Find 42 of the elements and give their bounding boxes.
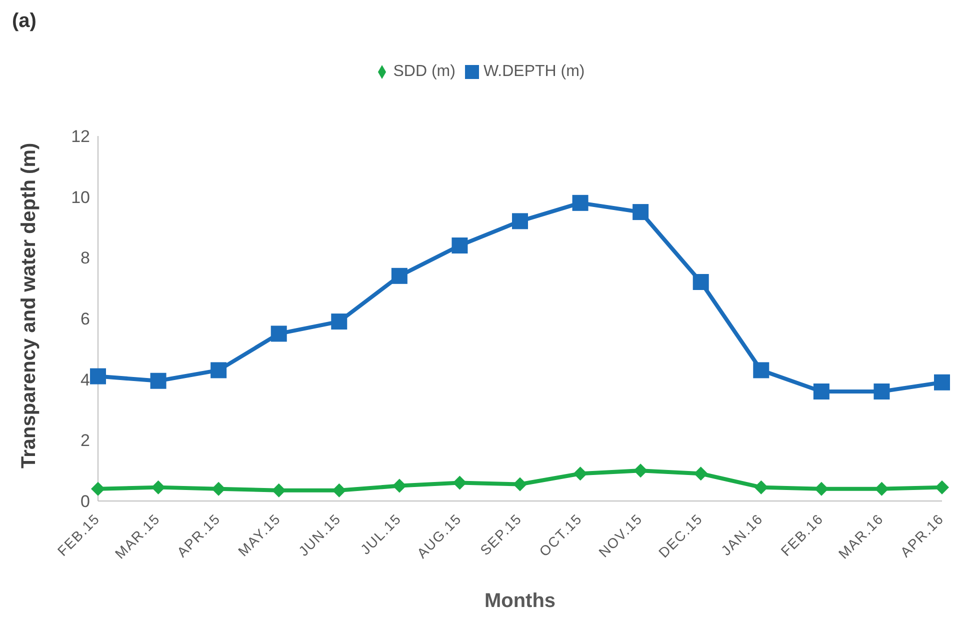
y-tick-label: 12: [71, 127, 90, 146]
y-tick-label: 0: [80, 492, 90, 512]
y-axis-title: Transparency and water depth (m): [18, 142, 40, 468]
point: [391, 268, 408, 284]
point: [572, 194, 588, 211]
point: [151, 480, 166, 494]
point: [512, 213, 528, 230]
point: [814, 482, 828, 496]
point: [813, 384, 830, 400]
point: [934, 374, 950, 390]
point: [331, 314, 348, 330]
point: [935, 480, 949, 494]
point: [573, 466, 588, 481]
point: [91, 482, 105, 496]
point: [332, 483, 346, 498]
y-tick-label: 8: [80, 248, 90, 268]
legend-label: SDD (m): [393, 63, 456, 80]
point: [692, 274, 709, 290]
x-axis-title: Months: [484, 590, 556, 612]
point: [632, 204, 649, 220]
point: [210, 362, 227, 378]
point: [513, 477, 527, 492]
y-tick-label: 6: [80, 310, 90, 329]
point: [452, 238, 468, 254]
point: [874, 482, 889, 496]
chart-title: (a): [12, 10, 36, 33]
y-tick-label: 10: [71, 188, 90, 207]
legend-label: W.DEPTH (m): [483, 63, 585, 80]
y-tick-label: 4: [80, 370, 90, 390]
point: [90, 368, 106, 384]
point: [753, 362, 770, 378]
point: [270, 326, 287, 342]
point: [150, 372, 166, 389]
point: [754, 480, 768, 494]
point: [212, 482, 226, 496]
point: [874, 384, 890, 400]
point: [392, 478, 406, 493]
point: [452, 476, 467, 490]
point: [272, 483, 286, 498]
y-tick-label: 2: [80, 431, 90, 450]
point: [634, 464, 648, 478]
point: [694, 466, 708, 481]
